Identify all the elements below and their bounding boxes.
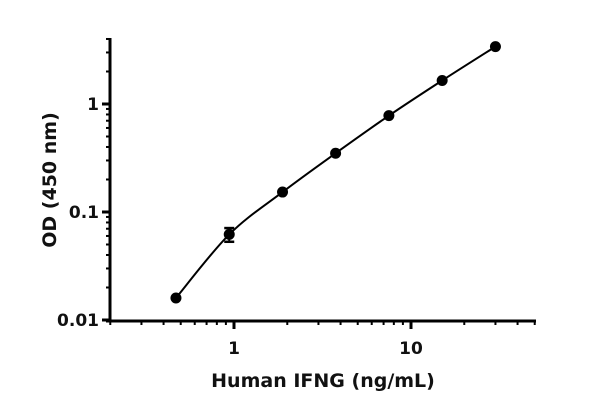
y-axis: 0.01 0.1 1 <box>57 37 112 331</box>
x-tick-label: 1 <box>228 339 240 359</box>
data-point-marker <box>223 228 235 240</box>
y-axis-title: OD (450 nm) <box>39 112 61 248</box>
y-tick-label: 0.01 <box>57 311 99 331</box>
fit-curve <box>175 45 496 299</box>
x-axis: 1 10 <box>106 319 536 359</box>
y-tick-label: 0.1 <box>69 203 99 223</box>
data-point-marker <box>277 186 289 198</box>
x-axis-title: Human IFNG (ng/mL) <box>211 370 435 392</box>
fit-curve-path <box>175 45 496 299</box>
data-point-marker <box>330 147 342 159</box>
data-point-marker <box>436 75 448 87</box>
data-point-marker <box>170 292 182 304</box>
data-points <box>170 41 501 304</box>
data-point-marker <box>489 41 501 53</box>
x-tick-label: 10 <box>399 339 423 359</box>
y-tick-label: 1 <box>87 95 99 115</box>
data-point-marker <box>383 110 395 122</box>
